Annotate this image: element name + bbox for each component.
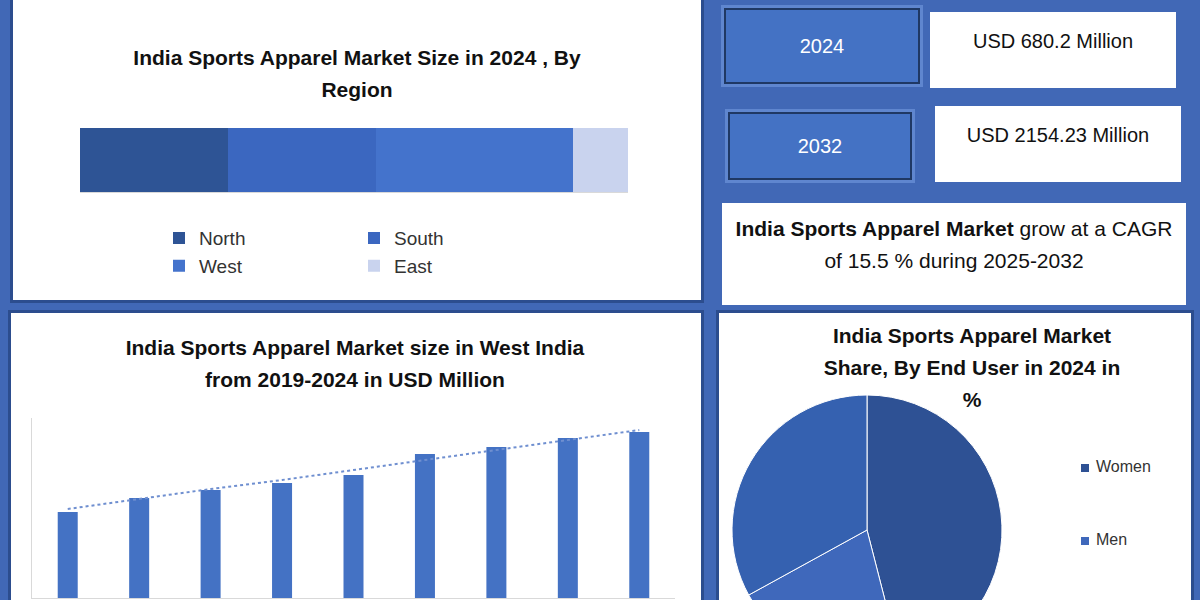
html-text:India Sports Apparel Market Sh: India Sports Apparel Market Share, By En… (823, 324, 1121, 411)
html-text:India Sports Apparel Market gr: India Sports Apparel Market grow at a CA… (735, 217, 1173, 272)
svg-text:North: North (199, 228, 245, 249)
html-text:Men: Men (1096, 531, 1128, 548)
html-text:India Sports Apparel Market Si: India Sports Apparel Market Size in 2024… (133, 46, 581, 101)
html-text:USD 680.2 Million: USD 680.2 Million (973, 30, 1133, 52)
svg-text:South: South (394, 228, 444, 249)
html-text:2032: 2032 (797, 135, 843, 157)
html-text:India Sports Apparel Market si: India Sports Apparel Market size in West… (125, 336, 585, 391)
html-text:2024: 2024 (799, 35, 845, 57)
html-text:Women: Women (1096, 458, 1151, 475)
html-text:USD 2154.23 Million: USD 2154.23 Million (966, 124, 1150, 146)
svg-text:East: East (394, 256, 433, 277)
svg-text:West: West (199, 256, 243, 277)
